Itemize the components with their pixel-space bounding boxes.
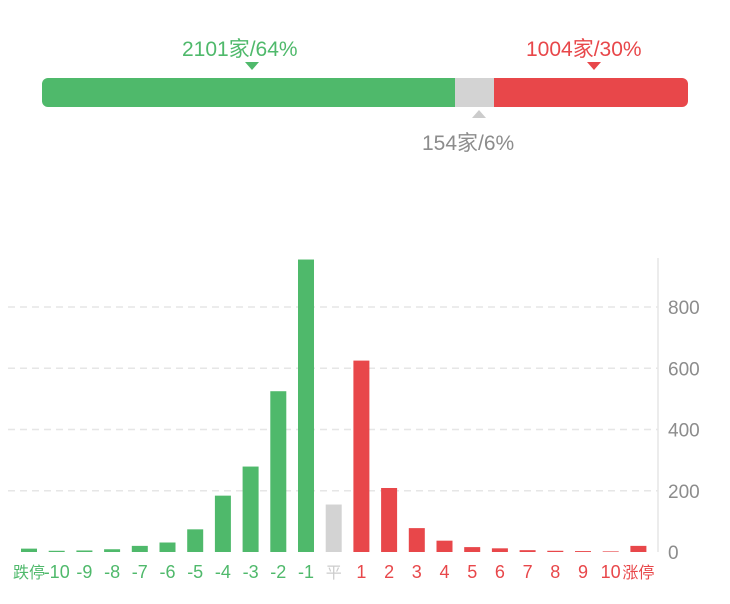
ratio-bar-up — [494, 78, 688, 107]
up-pointer — [587, 62, 601, 70]
x-tick-label: -8 — [104, 562, 120, 582]
x-tick-label: -5 — [187, 562, 203, 582]
x-tick-label: -6 — [159, 562, 175, 582]
bar — [214, 495, 231, 552]
bar — [298, 259, 314, 552]
bar — [48, 550, 65, 552]
ratio-bar — [42, 78, 688, 107]
y-tick-label: 0 — [668, 543, 679, 564]
up-count-label: 1004家/30% — [526, 38, 642, 61]
bar — [104, 549, 121, 552]
x-tick-label: 涨停 — [622, 564, 654, 582]
bar — [630, 545, 647, 552]
x-tick-label: 1 — [356, 562, 366, 582]
x-tick-label: -10 — [44, 562, 70, 582]
bar — [491, 548, 508, 552]
bar — [353, 360, 370, 552]
x-tick-label: 3 — [412, 562, 422, 582]
x-tick-label: 10 — [601, 562, 621, 582]
bar — [519, 550, 536, 552]
x-tick-label: -9 — [76, 562, 92, 582]
y-tick-label: 400 — [668, 421, 700, 442]
bar — [575, 551, 591, 552]
x-tick-label: 9 — [578, 562, 588, 582]
y-tick-label: 600 — [668, 359, 700, 380]
bar — [381, 487, 398, 552]
bar — [436, 540, 453, 552]
x-tick-label: 6 — [495, 562, 505, 582]
y-tick-label: 800 — [668, 298, 700, 319]
x-tick-label: 8 — [550, 562, 560, 582]
x-tick-label: 7 — [523, 562, 533, 582]
bar — [602, 551, 619, 552]
bar — [187, 529, 204, 552]
flat-count-label: 154家/6% — [422, 132, 515, 155]
ratio-bar-flat — [455, 78, 495, 107]
x-tick-label: 4 — [439, 562, 449, 582]
down-pointer — [245, 62, 259, 70]
bar — [242, 466, 259, 552]
ratio-bar-down — [42, 78, 456, 107]
x-tick-label: 跌停 — [13, 564, 45, 582]
bar — [547, 550, 564, 552]
y-tick-label: 200 — [668, 482, 700, 503]
x-tick-label: 2 — [384, 562, 394, 582]
down-count-label: 2101家/64% — [182, 38, 298, 61]
x-tick-label: 平 — [326, 565, 342, 582]
bar — [270, 391, 287, 552]
bar — [21, 548, 37, 552]
x-tick-label: -2 — [270, 562, 286, 582]
bar — [464, 547, 481, 552]
bar — [131, 545, 148, 552]
x-tick-label: -1 — [298, 562, 314, 582]
x-tick-label: -4 — [215, 562, 231, 582]
x-tick-label: -3 — [243, 562, 259, 582]
bar — [408, 528, 425, 552]
x-tick-label: 5 — [467, 562, 477, 582]
distribution-chart: 0 200 400 600 800 跌停-10 -9 -8 -7 -6 -5 -4 -3 -2 -1 平 1 2 3… — [8, 258, 700, 582]
bar — [159, 542, 176, 552]
flat-pointer — [472, 110, 486, 118]
bar — [76, 550, 93, 552]
x-tick-label: -7 — [132, 562, 148, 582]
bar — [325, 504, 342, 552]
